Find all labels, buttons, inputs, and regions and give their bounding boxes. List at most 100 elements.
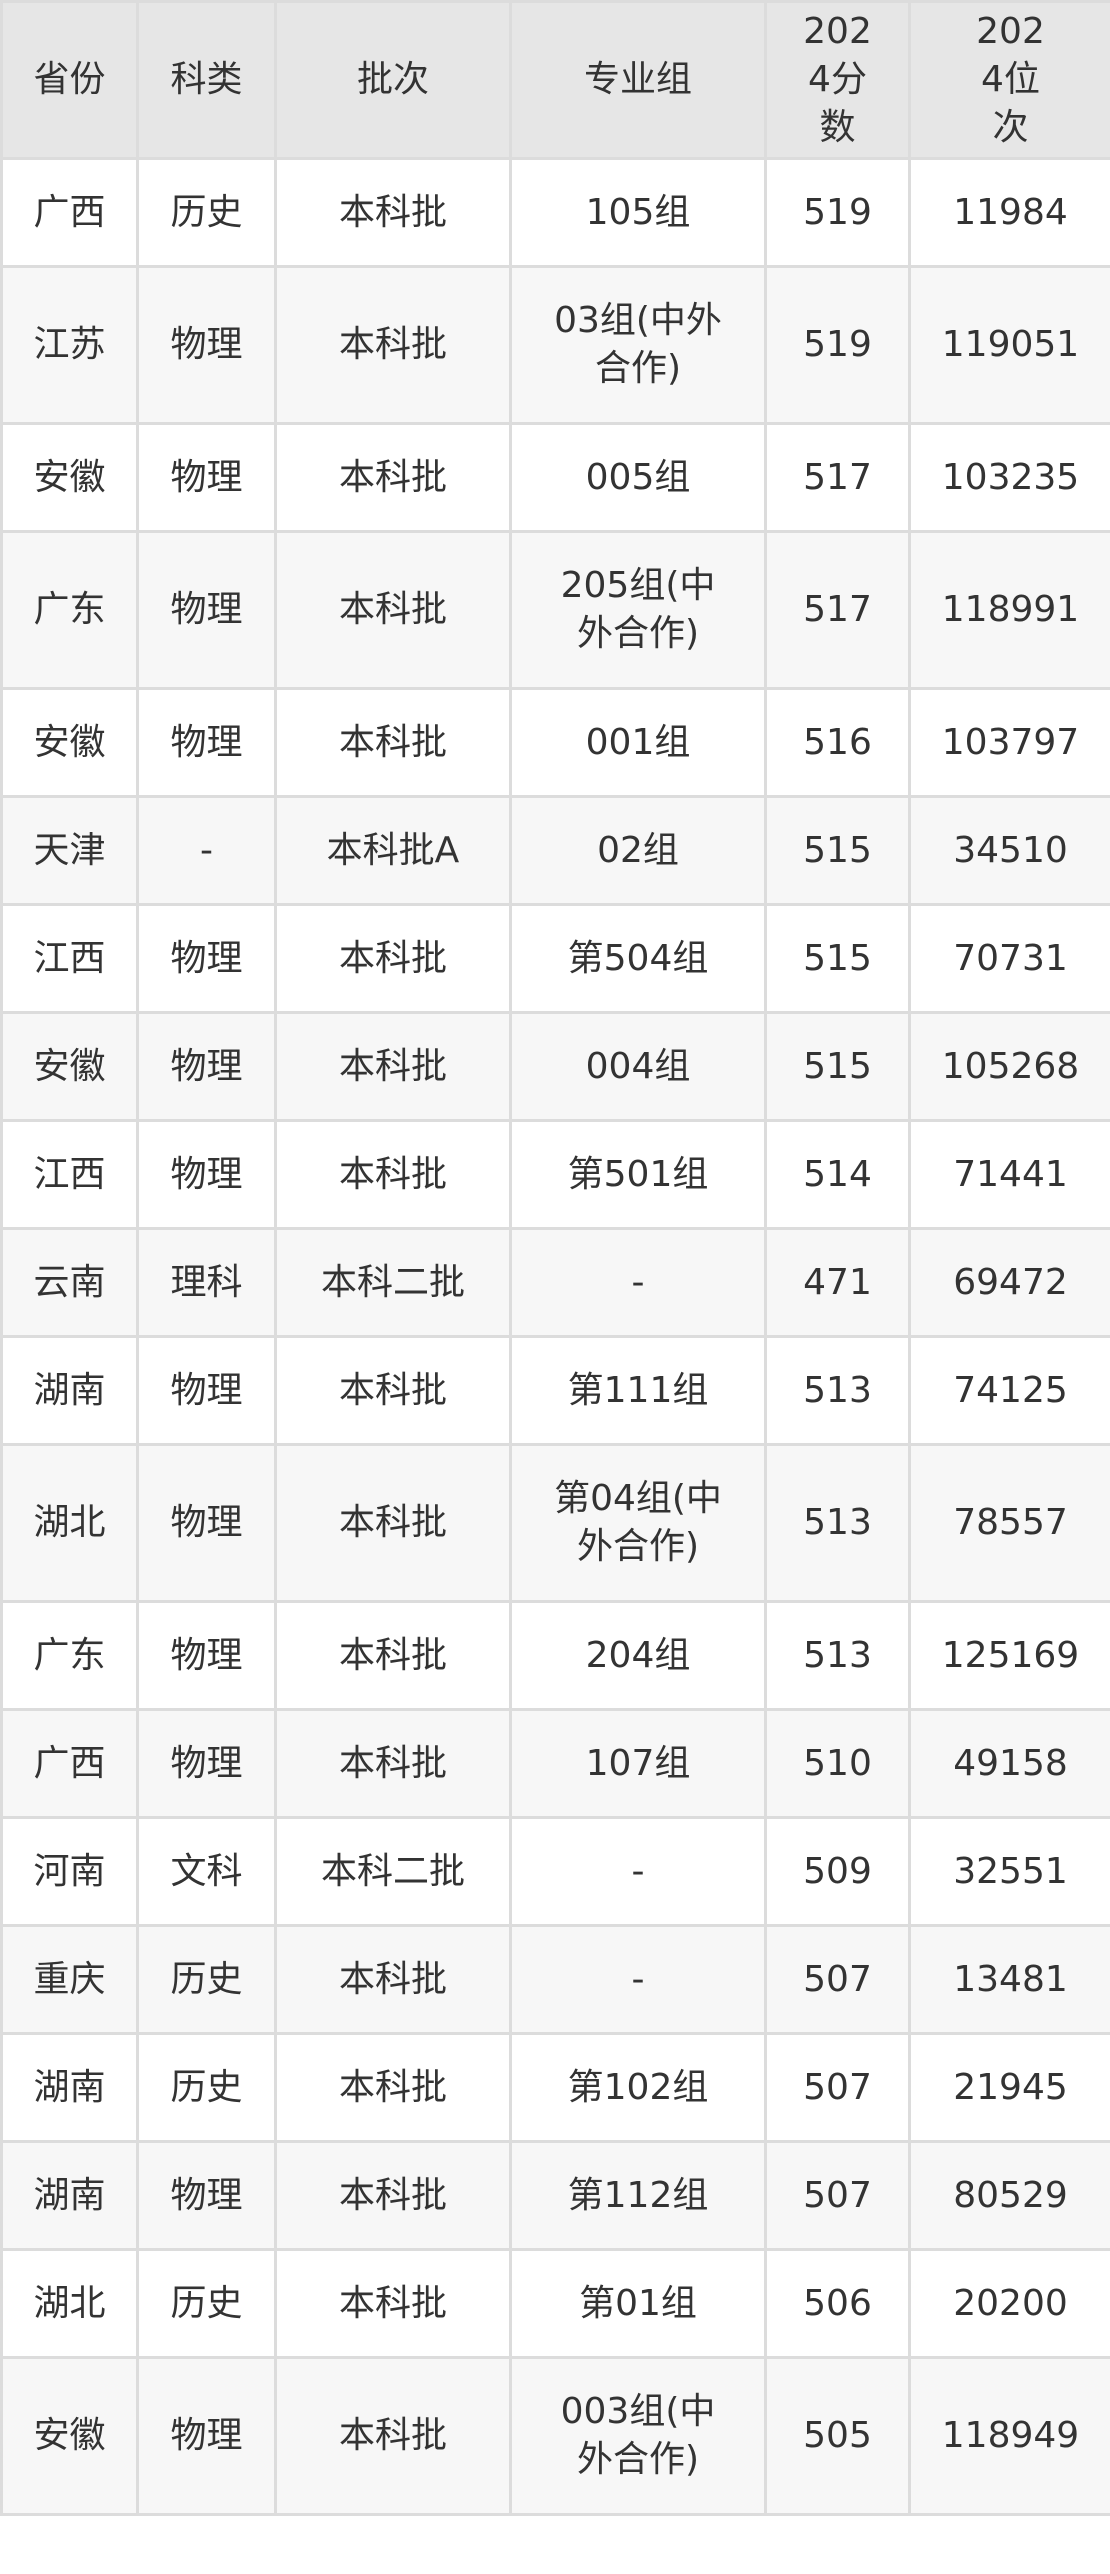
cell-subject: 物理 bbox=[136, 1600, 277, 1711]
cell-major-group: - bbox=[509, 1227, 767, 1338]
cell-major-group-text: 005组 bbox=[585, 456, 691, 498]
cell-rank: 49158 bbox=[908, 1708, 1110, 1819]
table-row: 河南 文科 本科二批 - 509 32551 bbox=[0, 1816, 1110, 1927]
cell-score: 506 bbox=[764, 2248, 911, 2359]
cell-subject: 物理 bbox=[136, 687, 277, 798]
score-table: 省份 科类 批次 专业组 2024分数 2024位次 广西 历史 本科批 105组 51… bbox=[0, 0, 1110, 2516]
table-row: 广西 物理 本科批 107组 510 49158 bbox=[0, 1708, 1110, 1819]
cell-batch: 本科批A bbox=[274, 795, 512, 906]
cell-rank: 69472 bbox=[908, 1227, 1110, 1338]
table-row: 广西 历史 本科批 105组 519 11984 bbox=[0, 157, 1110, 268]
cell-major-group: 003组(中外合作) bbox=[509, 2356, 767, 2516]
cell-major-group-text: 第504组 bbox=[567, 937, 709, 979]
cell-major-group: 107组 bbox=[509, 1708, 767, 1819]
cell-score: 516 bbox=[764, 687, 911, 798]
cell-major-group: 02组 bbox=[509, 795, 767, 906]
cell-rank: 32551 bbox=[908, 1816, 1110, 1927]
cell-major-group: 第102组 bbox=[509, 2032, 767, 2143]
cell-province: 湖南 bbox=[0, 2032, 139, 2143]
cell-batch: 本科批 bbox=[274, 687, 512, 798]
header-rank: 2024位次 bbox=[908, 0, 1110, 160]
cell-rank: 103797 bbox=[908, 687, 1110, 798]
header-province: 省份 bbox=[0, 0, 139, 160]
cell-score: 515 bbox=[764, 903, 911, 1014]
cell-rank: 105268 bbox=[908, 1011, 1110, 1122]
cell-major-group-text: - bbox=[631, 1850, 645, 1892]
cell-province: 湖南 bbox=[0, 2140, 139, 2251]
cell-major-group: 004组 bbox=[509, 1011, 767, 1122]
table-row: 安徽 物理 本科批 003组(中外合作) 505 118949 bbox=[0, 2356, 1110, 2516]
cell-major-group-text: 第111组 bbox=[567, 1369, 709, 1411]
table-row: 云南 理科 本科二批 - 471 69472 bbox=[0, 1227, 1110, 1338]
cell-score: 471 bbox=[764, 1227, 911, 1338]
cell-subject: 物理 bbox=[136, 903, 277, 1014]
cell-subject: 物理 bbox=[136, 1708, 277, 1819]
table-row: 广东 物理 本科批 204组 513 125169 bbox=[0, 1600, 1110, 1711]
cell-subject: 物理 bbox=[136, 2140, 277, 2251]
cell-rank: 20200 bbox=[908, 2248, 1110, 2359]
table-row: 江西 物理 本科批 第501组 514 71441 bbox=[0, 1119, 1110, 1230]
table-row: 湖南 物理 本科批 第111组 513 74125 bbox=[0, 1335, 1110, 1446]
table-row: 湖南 历史 本科批 第102组 507 21945 bbox=[0, 2032, 1110, 2143]
cell-subject: 历史 bbox=[136, 2032, 277, 2143]
cell-province: 广西 bbox=[0, 157, 139, 268]
cell-province: 江西 bbox=[0, 903, 139, 1014]
cell-province: 广西 bbox=[0, 1708, 139, 1819]
cell-province: 江西 bbox=[0, 1119, 139, 1230]
cell-score: 517 bbox=[764, 422, 911, 533]
cell-score: 507 bbox=[764, 1924, 911, 2035]
cell-major-group: - bbox=[509, 1816, 767, 1927]
cell-subject: 文科 bbox=[136, 1816, 277, 1927]
cell-batch: 本科批 bbox=[274, 1924, 512, 2035]
cell-rank: 70731 bbox=[908, 903, 1110, 1014]
cell-subject: 历史 bbox=[136, 1924, 277, 2035]
cell-rank: 78557 bbox=[908, 1443, 1110, 1603]
cell-score: 510 bbox=[764, 1708, 911, 1819]
cell-rank: 119051 bbox=[908, 265, 1110, 425]
cell-province: 天津 bbox=[0, 795, 139, 906]
cell-province: 重庆 bbox=[0, 1924, 139, 2035]
cell-subject: 物理 bbox=[136, 530, 277, 690]
cell-score: 515 bbox=[764, 1011, 911, 1122]
cell-major-group: 第112组 bbox=[509, 2140, 767, 2251]
cell-rank: 80529 bbox=[908, 2140, 1110, 2251]
cell-province: 广东 bbox=[0, 530, 139, 690]
cell-score: 505 bbox=[764, 2356, 911, 2516]
cell-subject: 历史 bbox=[136, 2248, 277, 2359]
cell-major-group: - bbox=[509, 1924, 767, 2035]
cell-batch: 本科二批 bbox=[274, 1816, 512, 1927]
table-row: 湖南 物理 本科批 第112组 507 80529 bbox=[0, 2140, 1110, 2251]
table-row: 安徽 物理 本科批 005组 517 103235 bbox=[0, 422, 1110, 533]
cell-major-group-text: 003组(中外合作) bbox=[560, 2391, 716, 2480]
cell-major-group-text: 第112组 bbox=[567, 2174, 709, 2216]
cell-province: 安徽 bbox=[0, 687, 139, 798]
cell-batch: 本科批 bbox=[274, 157, 512, 268]
cell-rank: 74125 bbox=[908, 1335, 1110, 1446]
table-row: 江苏 物理 本科批 03组(中外合作) 519 119051 bbox=[0, 265, 1110, 425]
cell-subject: 物理 bbox=[136, 2356, 277, 2516]
cell-rank: 118949 bbox=[908, 2356, 1110, 2516]
cell-province: 湖北 bbox=[0, 1443, 139, 1603]
cell-batch: 本科批 bbox=[274, 2032, 512, 2143]
cell-score: 517 bbox=[764, 530, 911, 690]
cell-batch: 本科批 bbox=[274, 2356, 512, 2516]
cell-province: 江苏 bbox=[0, 265, 139, 425]
table-row: 湖北 物理 本科批 第04组(中外合作) 513 78557 bbox=[0, 1443, 1110, 1603]
cell-score: 507 bbox=[764, 2140, 911, 2251]
cell-province: 安徽 bbox=[0, 1011, 139, 1122]
cell-subject: 物理 bbox=[136, 1335, 277, 1446]
cell-rank: 103235 bbox=[908, 422, 1110, 533]
cell-batch: 本科批 bbox=[274, 2140, 512, 2251]
cell-major-group: 第504组 bbox=[509, 903, 767, 1014]
table-row: 江西 物理 本科批 第504组 515 70731 bbox=[0, 903, 1110, 1014]
header-subject: 科类 bbox=[136, 0, 277, 160]
cell-major-group-text: 001组 bbox=[585, 721, 691, 763]
table-row: 湖北 历史 本科批 第01组 506 20200 bbox=[0, 2248, 1110, 2359]
cell-score: 515 bbox=[764, 795, 911, 906]
cell-subject: 理科 bbox=[136, 1227, 277, 1338]
cell-province: 广东 bbox=[0, 1600, 139, 1711]
cell-batch: 本科二批 bbox=[274, 1227, 512, 1338]
header-rank-label: 2024位次 bbox=[976, 11, 1045, 148]
cell-province: 安徽 bbox=[0, 422, 139, 533]
cell-major-group-text: 03组(中外合作) bbox=[554, 300, 722, 389]
